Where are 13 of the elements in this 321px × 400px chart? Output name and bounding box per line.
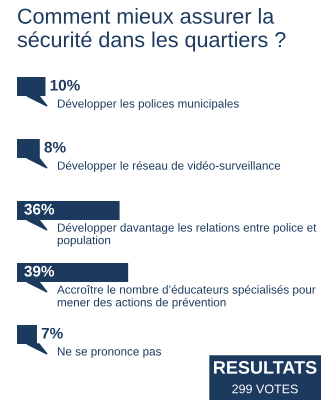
data-label: 39% bbox=[24, 266, 54, 277]
text: 299 VOTES bbox=[232, 384, 298, 394]
y-tick-label: Ne se prononce pas bbox=[58, 347, 161, 358]
data-label: 8% bbox=[44, 142, 66, 153]
data-label: 36% bbox=[24, 204, 54, 215]
y-tick-label: Développer le réseau de vidéo-surveillance bbox=[58, 161, 280, 172]
y-tick-label: Développer davantage les relations entre police et population bbox=[58, 223, 316, 247]
text: RESULTATS bbox=[214, 361, 316, 374]
chart-title: Comment mieux assurer la sécurité dans les quartiers ? bbox=[18, 8, 286, 52]
y-tick-label: Accroître le nombre d’éducateurs spécialisés pour mener des actions de prévention bbox=[57, 285, 316, 309]
data-label: 7% bbox=[42, 328, 63, 339]
data-label: 10% bbox=[50, 80, 80, 91]
y-tick-label: Développer les polices municipales bbox=[58, 99, 239, 110]
